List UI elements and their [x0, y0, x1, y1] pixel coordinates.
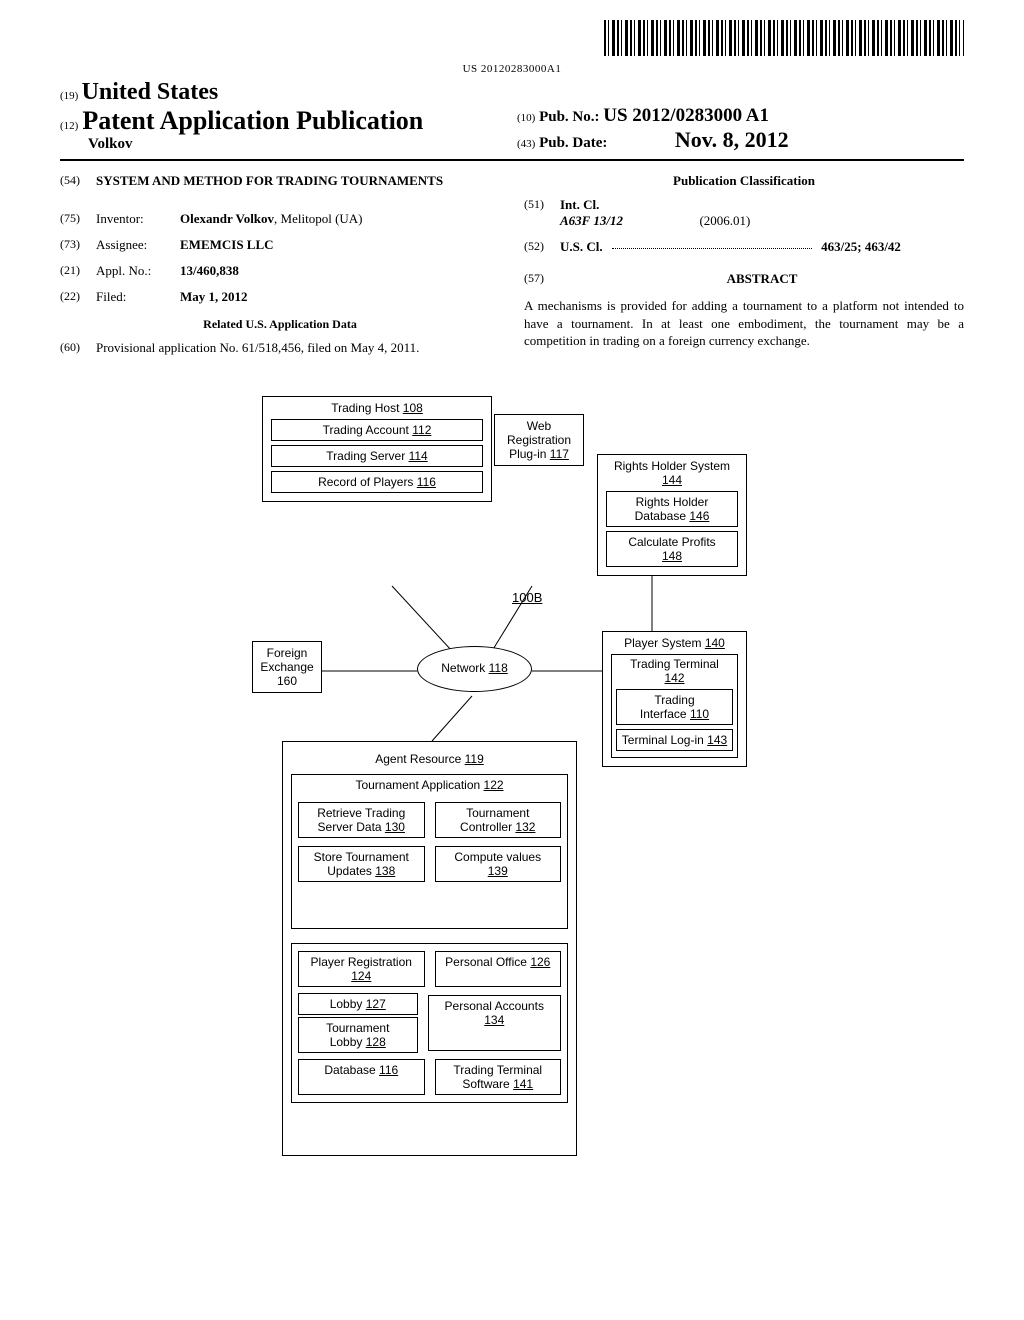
box-compute-values: Compute values139	[435, 846, 562, 882]
box-web-registration: Web Registration Plug-in 117	[494, 414, 584, 466]
box-agent-resource: Agent Resource 119 Tournament Applicatio…	[282, 741, 577, 1156]
box-terminal-login: Terminal Log-in 143	[616, 729, 733, 751]
box-record-players: Record of Players 116	[271, 471, 483, 493]
abstract-title: ABSTRACT	[560, 271, 964, 287]
classification-title: Publication Classification	[524, 173, 964, 189]
barcode-graphic	[604, 20, 964, 56]
biblio-right: Publication Classification (51) Int. Cl.…	[524, 173, 964, 366]
box-lower-group: Player Registration124 Personal Office 1…	[291, 943, 568, 1103]
country-line: (19) United States	[60, 79, 507, 106]
box-tournament-lobby: Tournament Lobby 128	[298, 1017, 418, 1053]
figure-wrap: Trading Host 108 Trading Account 112 Tra…	[60, 396, 964, 1166]
figure-100b: Trading Host 108 Trading Account 112 Tra…	[232, 396, 792, 1166]
provisional-text: Provisional application No. 61/518,456, …	[96, 340, 500, 356]
box-trading-interface: Trading Interface 110	[616, 689, 733, 725]
box-database: Database 116	[298, 1059, 425, 1095]
filed-date: May 1, 2012	[180, 289, 500, 305]
box-calculate-profits: Calculate Profits148	[606, 531, 738, 567]
box-tournament-controller: Tournament Controller 132	[435, 802, 562, 838]
author-name: Volkov	[60, 136, 507, 153]
inventor: Olexandr Volkov, Melitopol (UA)	[180, 211, 500, 227]
box-player-system: Player System 140 Trading Terminal142 Tr…	[602, 631, 747, 767]
bibliographic-data: (54) SYSTEM AND METHOD FOR TRADING TOURN…	[60, 173, 964, 366]
box-trading-host: Trading Host 108 Trading Account 112 Tra…	[262, 396, 492, 502]
assignee: EMEMCIS LLC	[180, 237, 500, 253]
biblio-left: (54) SYSTEM AND METHOD FOR TRADING TOURN…	[60, 173, 500, 366]
application-number: 13/460,838	[180, 263, 500, 279]
barcode-label: US 20120283000A1	[60, 63, 964, 75]
header: (19) United States (12) Patent Applicati…	[60, 79, 964, 161]
box-foreign-exchange: Foreign Exchange160	[252, 641, 322, 693]
box-lobby: Lobby 127	[298, 993, 418, 1015]
int-cl: Int. Cl. A63F 13/12 (2006.01)	[560, 197, 964, 229]
us-cl: U.S. Cl. 463/25; 463/42	[560, 239, 964, 255]
box-trading-server: Trading Server 114	[271, 445, 483, 467]
pub-type-line: (12) Patent Application Publication	[60, 106, 507, 136]
barcode-region: US 20120283000A1	[60, 20, 964, 75]
invention-title: SYSTEM AND METHOD FOR TRADING TOURNAMENT…	[96, 173, 443, 189]
pub-no-line: (10) Pub. No.: US 2012/0283000 A1	[517, 105, 964, 127]
box-personal-accounts: Personal Accounts134	[428, 995, 562, 1051]
box-rights-holder-system: Rights Holder System144 Rights Holder Da…	[597, 454, 747, 576]
box-terminal-software: Trading Terminal Software 141	[435, 1059, 562, 1095]
box-trading-terminal: Trading Terminal142 Trading Interface 11…	[611, 654, 738, 758]
box-player-registration: Player Registration124	[298, 951, 425, 987]
box-rights-holder-db: Rights Holder Database 146	[606, 491, 738, 527]
box-personal-office: Personal Office 126	[435, 951, 562, 987]
box-trading-account: Trading Account 112	[271, 419, 483, 441]
figure-reference: 100B	[512, 590, 542, 605]
abstract-text: A mechanisms is provided for adding a to…	[524, 297, 964, 350]
related-app-title: Related U.S. Application Data	[60, 317, 500, 332]
box-tournament-app: Tournament Application 122 Retrieve Trad…	[291, 774, 568, 929]
cloud-network: Network 118	[417, 646, 532, 692]
box-store-updates: Store Tournament Updates 138	[298, 846, 425, 882]
pub-date-line: (43) Pub. Date: Nov. 8, 2012	[517, 127, 964, 153]
box-retrieve-data: Retrieve Trading Server Data 130	[298, 802, 425, 838]
